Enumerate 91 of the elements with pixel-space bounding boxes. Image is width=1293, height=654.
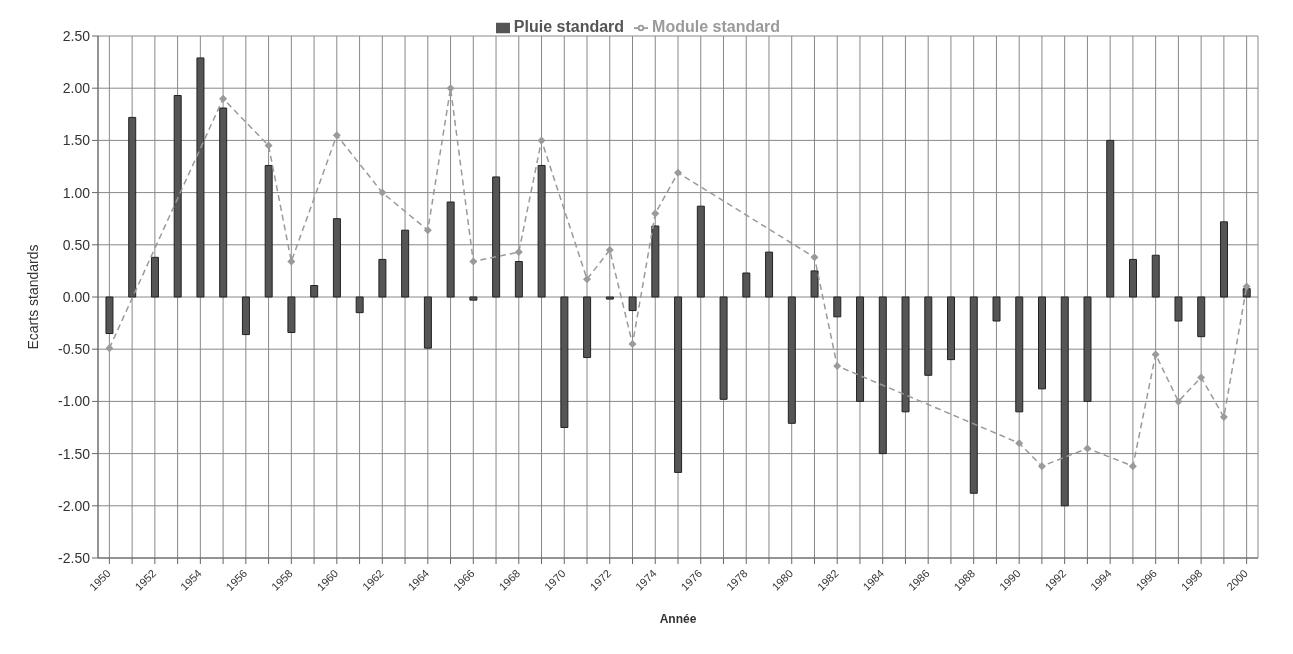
point [537, 136, 546, 145]
point [514, 248, 523, 257]
bar [287, 296, 296, 333]
bar [947, 296, 956, 361]
y-tick-label: -1.50 [58, 445, 91, 462]
bar [787, 296, 796, 424]
bar [446, 201, 455, 298]
y-tick-label: 1.00 [62, 184, 91, 201]
bar [833, 296, 842, 318]
point [583, 275, 592, 284]
bar [924, 296, 933, 376]
y-axis-title: Ecarts standards [24, 244, 41, 350]
bar [696, 205, 705, 298]
bar [196, 57, 205, 298]
x-axis-title: Année [659, 612, 697, 626]
point [1242, 282, 1251, 291]
bar [378, 258, 387, 298]
point [1174, 397, 1183, 406]
legend-label: Pluie standard [513, 18, 625, 35]
bar [105, 296, 114, 335]
bar [742, 272, 751, 298]
y-tick-label: 2.50 [62, 27, 91, 44]
point [105, 344, 114, 353]
bar [719, 296, 728, 400]
point [1151, 350, 1160, 359]
bar [1151, 254, 1160, 298]
bar [605, 296, 614, 300]
bar [969, 296, 978, 494]
bar [401, 229, 410, 298]
point [264, 141, 273, 150]
point [446, 84, 455, 93]
point [1037, 462, 1046, 471]
bar [173, 95, 182, 298]
bar [651, 225, 660, 298]
bar [1038, 296, 1047, 390]
y-tick-label: 1.50 [62, 132, 91, 149]
y-tick-label: 2.00 [62, 80, 91, 97]
point [628, 339, 637, 348]
y-tick-label: -1.00 [58, 393, 91, 410]
bar [537, 164, 546, 298]
bar [1197, 296, 1206, 338]
point [332, 131, 341, 140]
bar [128, 116, 137, 298]
point [1015, 439, 1024, 448]
bar [992, 296, 1001, 322]
point [651, 209, 660, 218]
bar [1219, 221, 1228, 298]
bar [583, 296, 592, 359]
bar [310, 285, 319, 298]
bar [765, 251, 774, 298]
bar [1083, 296, 1092, 402]
bar [1174, 296, 1183, 322]
bar [241, 296, 250, 336]
legend-label: Module standard [652, 18, 781, 35]
bar [219, 107, 228, 298]
point [1083, 444, 1092, 453]
bar [469, 296, 478, 301]
bar [264, 164, 273, 298]
point [810, 253, 819, 262]
bar [150, 256, 159, 298]
bar [1106, 139, 1115, 298]
point [605, 246, 614, 255]
bar [332, 218, 341, 298]
y-tick-label: -0.50 [58, 341, 91, 358]
point [378, 188, 387, 197]
bar [514, 261, 523, 298]
point [833, 361, 842, 370]
point [1197, 373, 1206, 382]
bar [628, 296, 637, 312]
y-tick-label: -2.00 [58, 497, 91, 514]
y-tick-label: 0.50 [62, 236, 91, 253]
bar [878, 296, 887, 455]
point [1219, 413, 1228, 422]
bar [492, 176, 501, 298]
point [219, 94, 228, 103]
bar [674, 296, 683, 473]
bar [560, 296, 569, 428]
point [674, 168, 682, 177]
y-tick-label: -2.50 [58, 549, 91, 566]
bar [423, 296, 432, 349]
bar [901, 296, 910, 413]
bar [1128, 258, 1137, 298]
point [1128, 462, 1137, 471]
bar [810, 270, 819, 298]
bar [1015, 296, 1024, 413]
point [469, 257, 478, 266]
point [423, 226, 432, 235]
bar [355, 296, 364, 314]
bar [856, 296, 865, 402]
bar [1060, 296, 1069, 507]
y-tick-label: 0.00 [62, 288, 91, 305]
